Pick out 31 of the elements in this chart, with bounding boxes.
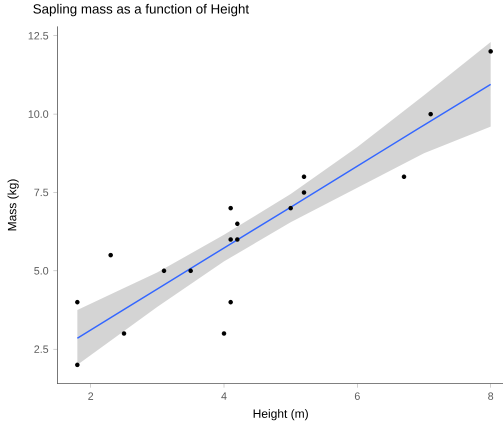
x-axis-title: Height (m) xyxy=(254,409,308,420)
line-series xyxy=(76,84,492,339)
point xyxy=(75,362,80,368)
point xyxy=(228,206,233,210)
point xyxy=(288,206,293,210)
x-tick-label: 2 xyxy=(88,392,94,400)
x-tick-label: 8 xyxy=(488,392,494,400)
point xyxy=(228,237,233,242)
point xyxy=(302,174,306,180)
x-tick-label: 4 xyxy=(221,392,227,400)
point xyxy=(75,300,80,304)
point xyxy=(428,112,433,116)
y-tick-label: 12.5 xyxy=(28,32,48,40)
point xyxy=(222,331,226,336)
point xyxy=(162,268,166,274)
point xyxy=(235,237,240,242)
y-tick-label: 10.0 xyxy=(28,110,48,118)
y-axis-title: Mass (kg) xyxy=(8,179,19,230)
point xyxy=(188,268,193,274)
point xyxy=(235,222,240,226)
point xyxy=(108,252,113,258)
x-tick-label: 6 xyxy=(354,392,360,400)
y-tick-label: 5.0 xyxy=(34,267,48,275)
chart-title: Sapling mass as a function of Height xyxy=(33,4,249,16)
point xyxy=(402,174,406,180)
point xyxy=(302,190,306,195)
point xyxy=(122,331,126,336)
point xyxy=(228,300,233,304)
y-tick-label: 7.5 xyxy=(34,188,48,196)
point xyxy=(488,49,493,54)
y-tick-label: 2.5 xyxy=(34,345,48,353)
